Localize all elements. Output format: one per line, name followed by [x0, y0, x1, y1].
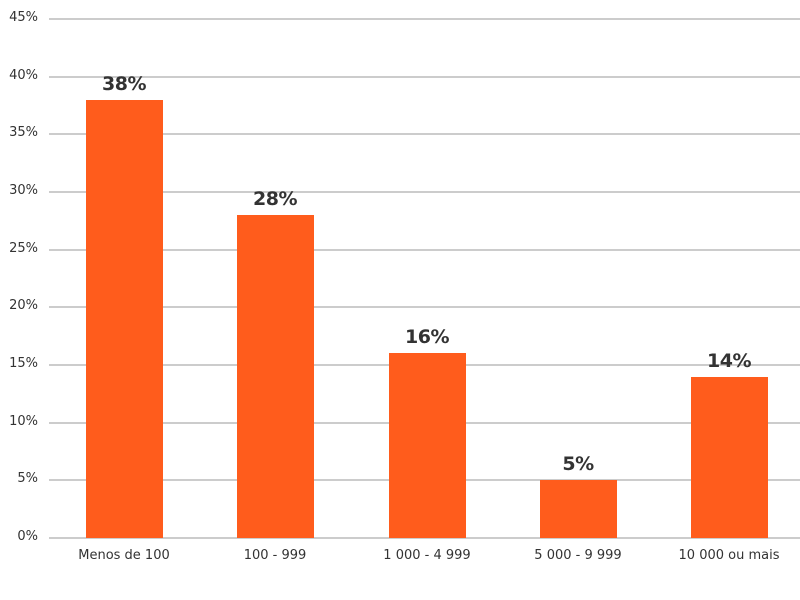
x-axis-category-label: 5 000 - 9 999	[534, 548, 622, 563]
bar	[236, 215, 314, 538]
y-axis-tick-label: 20%	[9, 298, 38, 314]
gridline	[49, 306, 800, 309]
gridline	[49, 537, 800, 539]
data-label: 28%	[253, 188, 297, 211]
data-label: 38%	[102, 72, 146, 95]
y-axis-tick-label: 5%	[17, 471, 38, 487]
x-axis-category-label: Menos de 100	[78, 548, 170, 563]
y-axis-tick-label: 30%	[9, 183, 38, 198]
data-label: 14%	[707, 349, 751, 372]
y-axis-tick-label: 15%	[9, 356, 38, 371]
bar	[388, 353, 466, 538]
x-axis-category-label: 1 000 - 4 999	[383, 548, 471, 563]
gridline	[49, 133, 800, 136]
gridline	[49, 75, 800, 78]
y-axis-tick-label: 10%	[9, 413, 38, 429]
gridline	[49, 191, 800, 193]
x-axis-category-label: 10 000 ou mais	[678, 548, 780, 563]
data-label: 16%	[405, 326, 449, 349]
bar	[85, 99, 163, 538]
y-axis-tick-label: 0%	[17, 529, 38, 544]
gridline	[49, 18, 800, 20]
bar	[690, 376, 768, 538]
x-axis-category-label: 100 - 999	[243, 548, 307, 563]
y-axis-tick-label: 45%	[9, 10, 38, 25]
y-axis-tick-label: 40%	[9, 67, 38, 83]
bar	[539, 480, 617, 538]
y-axis-tick-label: 25%	[9, 240, 38, 256]
y-axis-tick-label: 35%	[9, 125, 38, 141]
gridline	[49, 248, 800, 251]
data-label: 5%	[562, 453, 594, 476]
